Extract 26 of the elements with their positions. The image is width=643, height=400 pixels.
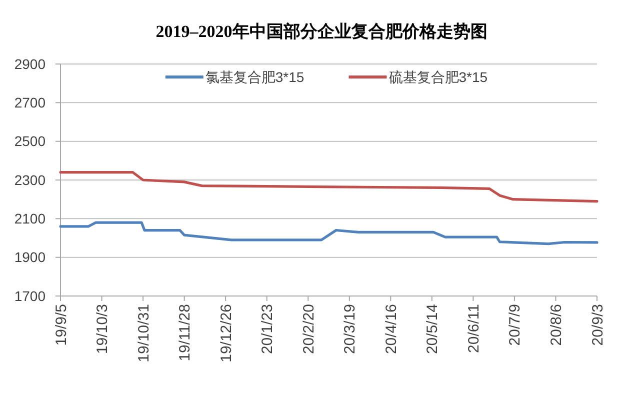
- x-tick-label: 19/9/5: [52, 304, 70, 346]
- x-tick-label: 20/5/14: [424, 304, 442, 354]
- y-tick-label: 1700: [14, 288, 46, 304]
- legend-label: 氯基复合肥3*15: [205, 68, 304, 85]
- x-tick-label: 20/7/9: [506, 304, 524, 346]
- y-tick-label: 2900: [14, 56, 46, 72]
- y-tick-label: 2500: [14, 133, 46, 150]
- x-tick-label: 20/1/23: [259, 304, 276, 354]
- x-tick-label: 19/12/26: [218, 304, 235, 362]
- chart-title: 2019–2020年中国部分企业复合肥价格走势图: [156, 22, 488, 41]
- y-tick-label: 2300: [14, 172, 46, 188]
- x-tick-label: 19/10/31: [135, 304, 152, 362]
- x-tick-label: 20/2/20: [300, 304, 318, 354]
- y-tick-label: 2100: [14, 210, 46, 227]
- line-series: [59, 221, 598, 246]
- legend-label: 硫基复合肥3*15: [388, 68, 488, 85]
- x-tick-label: 20/6/11: [465, 304, 482, 353]
- x-tick-label: 19/10/3: [94, 304, 112, 354]
- x-tick-label: 20/8/6: [548, 304, 565, 346]
- y-tick-label: 1900: [14, 249, 46, 266]
- line-series: [59, 170, 598, 203]
- x-tick-label: 20/4/16: [382, 304, 400, 354]
- x-tick-label: 20/3/19: [342, 304, 359, 354]
- y-tick-label: 2700: [14, 94, 46, 111]
- x-tick-label: 20/9/3: [589, 304, 606, 346]
- x-tick-label: 19/11/28: [176, 304, 194, 362]
